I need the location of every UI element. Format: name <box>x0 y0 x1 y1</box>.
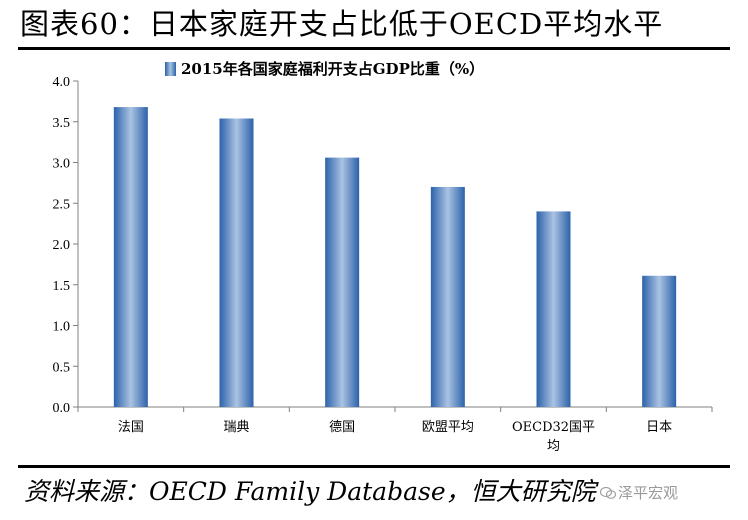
y-tick-label: 1.0 <box>53 320 71 335</box>
y-tick-label: 3.5 <box>53 116 71 131</box>
bar <box>642 275 677 407</box>
footer-divider <box>18 465 730 468</box>
x-category-label: OECD32国平 <box>512 420 595 435</box>
bar-chart: 2015年各国家庭福利开支占GDP比重（%） 0.0 0.5 1.0 1.5 2.0 2.… <box>53 60 713 454</box>
chart-title: 图表60：日本家庭开支占比低于OECD平均水平 <box>20 7 664 41</box>
bar-series <box>113 107 677 408</box>
x-category-label: 欧盟平均 <box>422 420 474 435</box>
legend-swatch <box>165 62 176 76</box>
bar <box>325 157 360 407</box>
watermark: 泽平宏观 <box>600 478 678 508</box>
y-tick-label: 3.0 <box>53 157 71 172</box>
x-category-label: 法国 <box>118 420 144 435</box>
watermark-text: 泽平宏观 <box>618 484 679 502</box>
x-axis <box>77 406 713 412</box>
x-category-label: 德国 <box>329 420 355 435</box>
y-tick-label: 0.5 <box>53 360 71 375</box>
wechat-icon <box>600 487 616 499</box>
bar <box>536 211 571 407</box>
legend-label: 2015年各国家庭福利开支占GDP比重（%） <box>181 60 484 78</box>
y-tick-label: 0.0 <box>53 401 71 416</box>
y-tick-label: 1.5 <box>53 279 71 294</box>
x-category-label: 瑞典 <box>223 420 249 435</box>
y-axis: 0.0 0.5 1.0 1.5 2.0 2.5 3.0 3.5 4.0 <box>53 75 79 416</box>
source-note: 资料来源：OECD Family Database，恒大研究院 <box>24 477 596 506</box>
bar <box>219 118 254 408</box>
y-tick-label: 2.0 <box>53 238 71 253</box>
chart-legend: 2015年各国家庭福利开支占GDP比重（%） <box>165 60 484 78</box>
x-category-label: 均 <box>547 439 560 454</box>
bar <box>113 107 148 407</box>
y-tick-label: 4.0 <box>53 75 71 90</box>
title-divider <box>18 47 730 50</box>
y-tick-label: 2.5 <box>53 197 71 212</box>
x-category-label: 日本 <box>646 420 672 435</box>
bar <box>430 186 465 407</box>
